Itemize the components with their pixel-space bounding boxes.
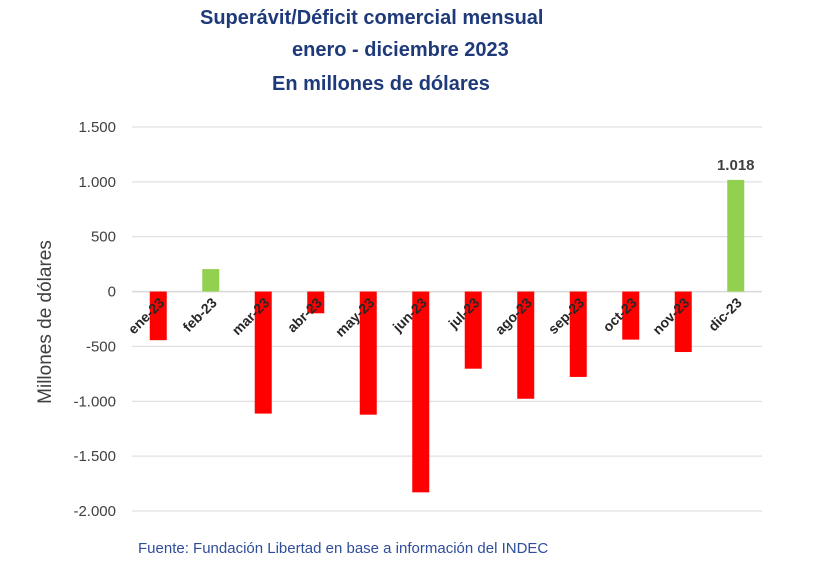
y-tick-label: 0: [108, 284, 116, 301]
bar-dic-23: [727, 179, 745, 292]
y-tick-label: -1.500: [73, 448, 116, 465]
y-axis-tick-labels: 1.500 1.000 500 0 -500 -1.000 -1.500 -2.000: [73, 119, 116, 520]
bar-nov-23: [674, 291, 692, 353]
bar-abr-23: [307, 291, 325, 314]
bar-feb-23: [202, 269, 220, 292]
bar-jul-23: [464, 291, 482, 369]
bar-oct-23: [622, 291, 640, 340]
bar-ene-23: [149, 291, 167, 341]
y-tick-label: 1.000: [78, 174, 116, 191]
y-axis-label: Millones de dólares: [35, 240, 56, 404]
bar-sep-23: [569, 291, 587, 377]
x-axis-tick-labels: ene-23 feb-23 mar-23 abr-23 may-23 jun-23 jul-…: [125, 294, 745, 340]
gridlines: [132, 126, 762, 512]
source-note: Fuente: Fundación Libertad en base a inf…: [138, 540, 549, 557]
x-tick-label: abr-23: [284, 294, 325, 335]
bar-jun-23: [412, 291, 430, 493]
y-tick-label: -500: [86, 338, 116, 355]
chart-title-line-1: Superávit/Déficit comercial mensual: [200, 7, 544, 29]
y-tick-label: -2.000: [73, 503, 116, 520]
x-tick-label: feb-23: [179, 294, 220, 335]
chart-title-line-3: En millones de dólares: [272, 73, 490, 95]
y-tick-label: -1.000: [73, 393, 116, 410]
bar-mar-23: [254, 291, 272, 414]
data-label: 1.018: [717, 157, 755, 174]
chart-title-line-2: enero - diciembre 2023: [292, 39, 509, 61]
y-tick-label: 1.500: [78, 119, 116, 136]
bars: [149, 179, 745, 493]
y-tick-label: 500: [91, 229, 116, 246]
bar-may-23: [359, 291, 377, 415]
x-tick-label: dic-23: [705, 294, 745, 334]
bar-ago-23: [517, 291, 535, 399]
data-labels: 1.018: [717, 157, 755, 174]
